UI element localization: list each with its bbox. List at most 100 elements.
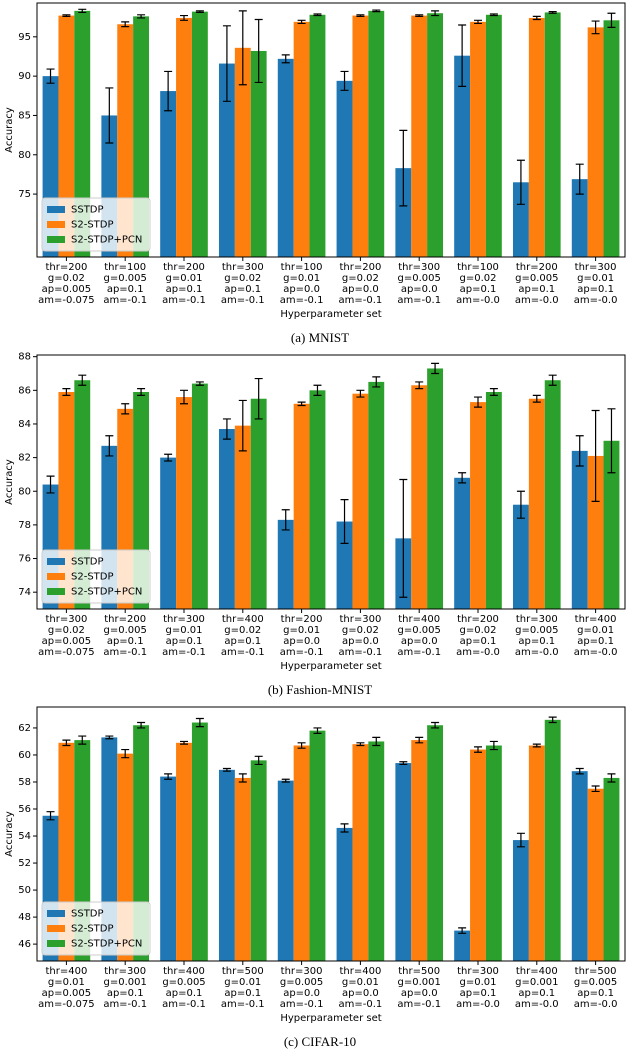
x-tick-label: am=-0.1	[339, 295, 383, 306]
bar	[352, 393, 369, 609]
error-bar	[254, 755, 263, 766]
bar	[587, 788, 604, 961]
error-bar	[458, 472, 467, 484]
legend-swatch	[47, 925, 65, 932]
bar	[571, 179, 588, 257]
x-tick-label: ap=0.1	[224, 988, 261, 999]
error-bar	[458, 24, 467, 87]
x-tick-label: ap=0.1	[518, 988, 555, 999]
x-tick-label: g=0.005	[280, 977, 323, 988]
bar	[528, 17, 545, 257]
error-bar	[281, 509, 290, 531]
error-bar	[356, 389, 365, 398]
x-tick-label: g=0.02	[48, 273, 85, 284]
legend-swatch	[47, 206, 65, 213]
x-tick-label: ap=0.0	[401, 636, 438, 647]
x-tick-label: g=0.001	[515, 977, 558, 988]
x-tick-label: ap=0.0	[283, 988, 320, 999]
error-bar	[297, 742, 306, 749]
legend-swatch	[47, 910, 65, 917]
x-tick-label: ap=0.0	[342, 284, 379, 295]
x-tick-label: thr=100	[281, 262, 323, 273]
x-tick-label: am=-0.1	[103, 647, 147, 658]
bar	[368, 381, 385, 609]
x-tick-label: ap=0.0	[342, 636, 379, 647]
bar	[411, 385, 428, 609]
caption: (a) MNIST	[291, 330, 349, 345]
x-tick-label: ap=0.1	[460, 636, 497, 647]
x-tick-label: ap=0.0	[401, 988, 438, 999]
error-bar	[313, 13, 322, 17]
bar	[277, 58, 294, 257]
bar	[395, 168, 412, 257]
x-tick-label: am=-0.1	[103, 999, 147, 1010]
error-bar	[415, 381, 424, 390]
bar	[603, 20, 620, 258]
x-tick-label: thr=100	[457, 262, 499, 273]
bar	[293, 403, 310, 609]
error-bar	[474, 746, 482, 753]
error-bar	[121, 748, 130, 759]
error-bar	[548, 374, 557, 386]
x-tick-label: am=-0.1	[221, 999, 265, 1010]
x-tick-label: g=0.001	[104, 977, 147, 988]
legend: SSTDP S2-STDP S2-STDP+PCN	[41, 197, 151, 252]
x-tick-label: am=-0.0	[456, 295, 500, 306]
x-tick-label: thr=200	[339, 262, 381, 273]
bar	[218, 429, 235, 609]
x-tick-label: g=0.01	[577, 625, 614, 636]
error-bar	[180, 14, 188, 21]
error-bar	[222, 767, 231, 772]
x-tick-label: ap=0.005	[42, 636, 91, 647]
bar	[512, 182, 529, 257]
x-tick-label: g=0.01	[342, 977, 379, 988]
bar	[336, 80, 353, 257]
x-tick-label: g=0.02	[224, 273, 261, 284]
x-tick-label: am=-0.1	[339, 647, 383, 658]
x-tick-label: ap=0.1	[107, 988, 144, 999]
x-tick-label: thr=300	[222, 262, 264, 273]
y-tick-label: 90	[18, 71, 31, 82]
legend-swatch	[47, 940, 65, 947]
x-tick-label: g=0.005	[162, 977, 205, 988]
x-tick-label: ap=0.0	[283, 284, 320, 295]
x-tick-label: am=-0.0	[515, 295, 559, 306]
error-bar	[516, 490, 525, 519]
x-tick-label: g=0.01	[166, 273, 203, 284]
x-tick-label: thr=200	[457, 614, 499, 625]
bar	[485, 14, 502, 257]
y-tick-label: 88	[18, 352, 31, 363]
x-tick-label: am=-0.1	[162, 999, 206, 1010]
error-bar	[415, 736, 424, 744]
error-bar	[489, 13, 498, 17]
bar	[411, 15, 428, 257]
error-bar	[591, 409, 600, 502]
x-axis-label: Hyperparameter set	[280, 309, 381, 320]
x-tick-label: g=0.005	[104, 273, 147, 284]
bar	[160, 91, 177, 257]
bar	[191, 722, 208, 961]
bar	[603, 777, 620, 961]
x-tick-label: g=0.01	[577, 273, 614, 284]
x-tick-label: ap=0.0	[283, 636, 320, 647]
legend-label: S2-STDP	[71, 220, 114, 231]
x-tick-label: thr=300	[104, 966, 146, 977]
error-bar	[78, 735, 87, 745]
x-tick-label: thr=400	[516, 966, 558, 977]
error-bar	[607, 12, 616, 28]
y-axis-label: Accuracy	[4, 811, 15, 857]
error-bar	[78, 8, 87, 14]
error-bar	[575, 163, 584, 195]
x-tick-label: thr=500	[222, 966, 264, 977]
bar	[411, 740, 428, 961]
x-tick-label: ap=0.1	[224, 284, 261, 295]
chart-panel: 464850525456586062thr=400g=0.01ap=0.005a…	[4, 706, 626, 1049]
bar	[544, 12, 561, 257]
x-tick-label: thr=500	[575, 966, 617, 977]
legend-label: S2-STDP+PCN	[71, 939, 142, 950]
error-bar	[516, 159, 525, 205]
error-bar	[474, 396, 482, 408]
x-tick-label: ap=0.1	[518, 284, 555, 295]
x-tick-label: am=-0.0	[515, 999, 559, 1010]
error-bar	[121, 21, 130, 28]
